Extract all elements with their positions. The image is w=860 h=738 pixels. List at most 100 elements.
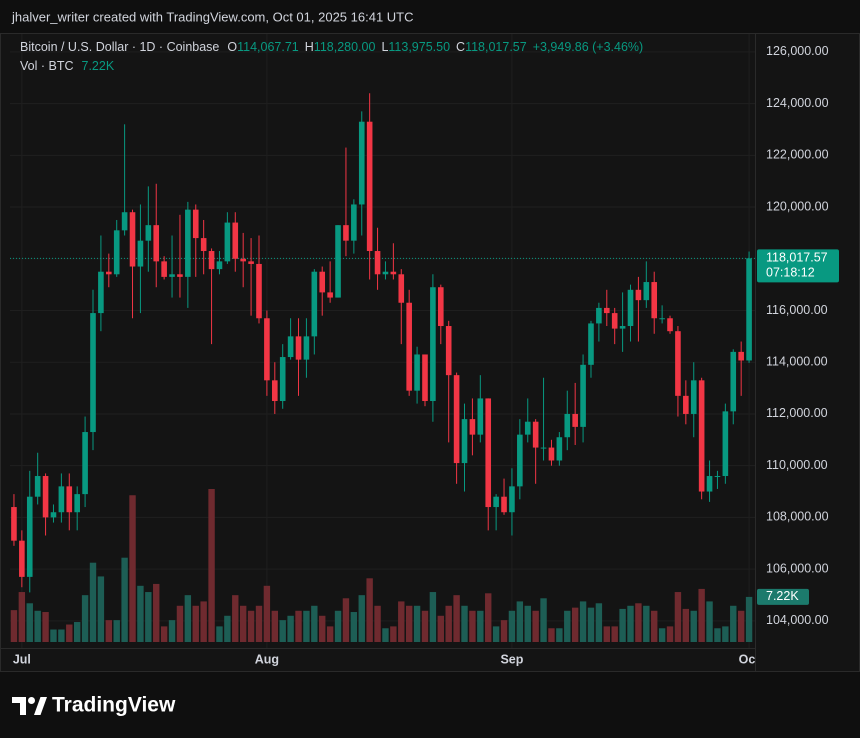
brand-name: TradingView (52, 694, 176, 717)
volume-bar (129, 495, 136, 642)
volume-bar (722, 626, 729, 642)
attribution: jhalver_writer created with TradingView.… (11, 9, 414, 24)
volume-bar (485, 593, 492, 642)
volume-bar (382, 628, 389, 642)
candle-body (540, 447, 547, 449)
volume-badge (757, 588, 809, 605)
legend-key: L (381, 40, 388, 54)
volume-bar (26, 603, 33, 642)
x-axis: Jul Aug Sep Oct (13, 652, 760, 666)
volume-bar (121, 557, 128, 642)
volume-bar (232, 595, 239, 642)
candle-body (161, 261, 167, 277)
legend-volume-value: 7.22K (82, 59, 115, 73)
candle-body (683, 395, 689, 414)
volume-bar (334, 610, 342, 642)
candle-body (303, 336, 310, 360)
candle-body (453, 375, 460, 464)
volume-bar (239, 605, 247, 642)
candle-body (366, 121, 373, 252)
volume-bar (255, 605, 263, 642)
legend-symbol: Bitcoin / U.S. Dollar · 1D · Coinbase (20, 40, 219, 54)
volume-bar (508, 610, 516, 642)
candle-body (256, 263, 262, 319)
candle-body (264, 318, 270, 381)
volume-bar (287, 615, 294, 642)
volume-bar (271, 610, 279, 642)
volume-bar (690, 610, 697, 642)
logo-slash (34, 697, 47, 715)
volume-bar (18, 592, 26, 642)
candle-body (382, 271, 389, 275)
volume-bar (81, 595, 89, 642)
volume-bar (303, 610, 310, 642)
y-tick-label: 112,000.00 (766, 406, 828, 420)
y-tick-label: 116,000.00 (766, 303, 828, 317)
candle-body (722, 411, 729, 477)
candle-body (477, 398, 484, 435)
candle-body (358, 121, 365, 205)
brand-logo (12, 697, 47, 715)
candle-body (327, 292, 333, 298)
x-tick-label: Oct (739, 652, 761, 666)
candle-body (169, 274, 175, 277)
y-tick-label: 108,000.00 (766, 510, 829, 524)
volume-bar (216, 626, 223, 642)
candle-body (153, 225, 160, 262)
candle-body (422, 354, 428, 402)
candle-body (445, 326, 452, 376)
volume-bar (595, 603, 603, 642)
candle-body (635, 289, 642, 301)
volume-bar (437, 615, 444, 642)
legend-value: 118,017.57 (465, 40, 527, 54)
x-tick-label: Jul (13, 652, 31, 666)
volume-badge-label: 7.22K (766, 589, 799, 603)
candle-body (398, 274, 405, 303)
candle-body (11, 507, 17, 541)
volume-bar (477, 610, 484, 642)
countdown-label: 07:18:12 (766, 266, 815, 280)
volume-bar (453, 595, 460, 642)
volume-bar (145, 592, 152, 642)
y-tick-label: 122,000.00 (766, 148, 829, 162)
candle-body (216, 261, 223, 270)
volume-bar (603, 626, 610, 642)
price-badge (757, 249, 839, 283)
volume-bar (643, 605, 650, 642)
legend-key: C (456, 40, 465, 54)
candle-body (580, 364, 586, 427)
candle-body (414, 354, 420, 391)
candle-body (698, 380, 705, 492)
candle-body (517, 434, 523, 487)
y-axis: 104,000.00 106,000.00 108,000.00 110,000.00… (766, 44, 829, 627)
volume-bar (619, 608, 626, 642)
candle-body (42, 476, 49, 518)
candle-body (390, 271, 397, 275)
candle-body (58, 486, 65, 513)
volume-bar (350, 612, 358, 642)
candle-body (113, 230, 120, 275)
legend-change: +3,949.86 (+3.46%) (533, 40, 644, 54)
legend-key: O (227, 40, 237, 54)
volume-bar (737, 610, 745, 642)
candle-body (185, 209, 191, 277)
volume-bar (192, 605, 199, 642)
volume-bar (42, 612, 49, 642)
volume-bar (421, 610, 429, 642)
volume-bar (374, 605, 381, 642)
candle-body (137, 240, 144, 267)
volume-bar (492, 626, 500, 642)
candle-body (66, 486, 73, 513)
volume-bar (516, 601, 524, 642)
volume-bar (279, 620, 286, 642)
volume-bar (184, 595, 192, 642)
candle-body (121, 212, 128, 231)
candle-body (295, 336, 302, 360)
candle-body (746, 258, 752, 361)
candle-body (406, 302, 412, 391)
price-axis-panel (755, 34, 859, 671)
volume-bar (674, 592, 682, 642)
volume-bar (224, 615, 231, 642)
